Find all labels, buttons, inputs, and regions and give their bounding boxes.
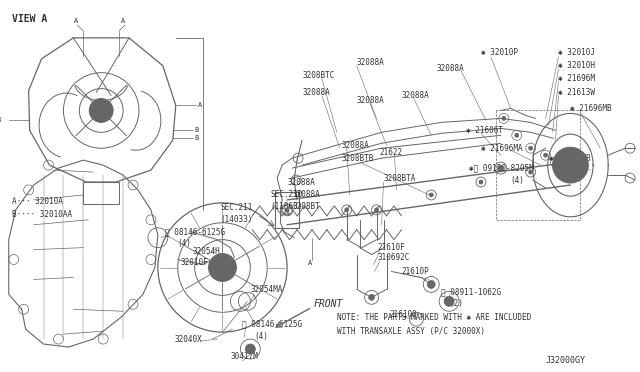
Text: B: B (195, 135, 199, 141)
Text: (11860): (11860) (270, 202, 303, 211)
Circle shape (515, 133, 519, 137)
Text: FRONT: FRONT (314, 299, 343, 309)
Text: 3208BTC: 3208BTC (302, 71, 334, 80)
Text: 32088A: 32088A (342, 141, 369, 150)
Text: ✱ 21696MB: ✱ 21696MB (570, 104, 612, 113)
Text: Ⓐ 08911-1062G: Ⓐ 08911-1062G (441, 287, 501, 296)
Circle shape (374, 208, 378, 212)
Text: VIEW A: VIEW A (12, 14, 47, 24)
Circle shape (561, 155, 580, 175)
Circle shape (529, 146, 532, 150)
Text: ✱ 21606T: ✱ 21606T (466, 126, 503, 135)
Text: 3208BT: 3208BT (292, 202, 320, 211)
Text: 3208BTA: 3208BTA (383, 174, 416, 183)
Circle shape (554, 160, 557, 164)
Circle shape (543, 153, 548, 157)
Text: 310692C: 310692C (378, 253, 410, 262)
Text: J32000GY: J32000GY (545, 356, 586, 365)
Text: ✱Ⓐ 09180-8205M: ✱Ⓐ 09180-8205M (469, 164, 534, 173)
Text: (14033): (14033) (221, 215, 253, 224)
Text: A: A (198, 102, 202, 109)
Text: 21610P: 21610P (401, 267, 429, 276)
Text: ✱ 32010H: ✱ 32010H (559, 61, 595, 70)
Text: SEC.210: SEC.210 (270, 190, 303, 199)
Text: 32088A: 32088A (302, 88, 330, 97)
Text: 32088A: 32088A (436, 64, 464, 73)
Text: ✱ 21696MA: ✱ 21696MA (481, 144, 523, 153)
Circle shape (369, 294, 374, 300)
Text: 21622: 21622 (380, 148, 403, 157)
Text: B···· 32010AA: B···· 32010AA (12, 210, 72, 219)
Text: ✱ 32010P: ✱ 32010P (481, 48, 518, 57)
Text: WITH TRANSAXLE ASSY (P/C 32000X): WITH TRANSAXLE ASSY (P/C 32000X) (337, 327, 485, 336)
Text: ✱ 21613W: ✱ 21613W (559, 88, 595, 97)
Text: ✱ 21696M: ✱ 21696M (559, 74, 595, 83)
Text: 32088A: 32088A (287, 177, 315, 186)
Text: A··· 32010A: A··· 32010A (12, 198, 63, 206)
Circle shape (429, 193, 433, 197)
Circle shape (444, 296, 454, 306)
Text: A: A (74, 18, 77, 24)
Text: 32040X: 32040X (175, 334, 202, 344)
Text: 32054H: 32054H (193, 247, 220, 256)
Text: 21610Q: 21610Q (390, 310, 417, 319)
Text: NOTE: THE PARTS MARKED WITH ✱ ARE INCLUDED: NOTE: THE PARTS MARKED WITH ✱ ARE INCLUD… (337, 313, 531, 322)
Text: (4): (4) (511, 176, 525, 185)
Circle shape (552, 147, 588, 183)
Text: 30417M: 30417M (230, 353, 258, 362)
Text: 3208BTB: 3208BTB (342, 154, 374, 163)
Text: SEC.211: SEC.211 (221, 203, 253, 212)
Text: Ⓐ 08146-6125G: Ⓐ 08146-6125G (165, 227, 225, 236)
Circle shape (428, 280, 435, 288)
Circle shape (214, 260, 230, 276)
Text: 32088A: 32088A (356, 58, 385, 67)
Text: A: A (308, 260, 312, 266)
Circle shape (498, 165, 504, 171)
Circle shape (345, 208, 349, 212)
Circle shape (209, 254, 236, 282)
Text: 32088A: 32088A (292, 190, 320, 199)
Text: 32088A: 32088A (356, 96, 385, 105)
Text: B: B (195, 127, 199, 133)
Text: 21610F: 21610F (378, 243, 405, 252)
Text: 32054MA: 32054MA (250, 285, 283, 294)
Text: (4): (4) (254, 331, 268, 341)
Text: 32010F: 32010F (180, 258, 209, 267)
Circle shape (245, 344, 255, 354)
Circle shape (502, 116, 506, 121)
Text: ✱ 21696MB: ✱ 21696MB (548, 154, 590, 163)
Text: ✱ 32010J: ✱ 32010J (559, 48, 595, 57)
Text: Ⓐ 08146-6125G: Ⓐ 08146-6125G (243, 320, 303, 329)
Text: B: B (0, 118, 1, 124)
Text: (4): (4) (178, 239, 191, 248)
Bar (83, 182, 119, 204)
Circle shape (285, 208, 289, 212)
Text: 32088A: 32088A (401, 91, 429, 100)
Circle shape (529, 170, 532, 174)
Text: A: A (121, 18, 125, 24)
Text: (2): (2) (449, 299, 463, 308)
Circle shape (479, 180, 483, 184)
Circle shape (90, 99, 113, 122)
